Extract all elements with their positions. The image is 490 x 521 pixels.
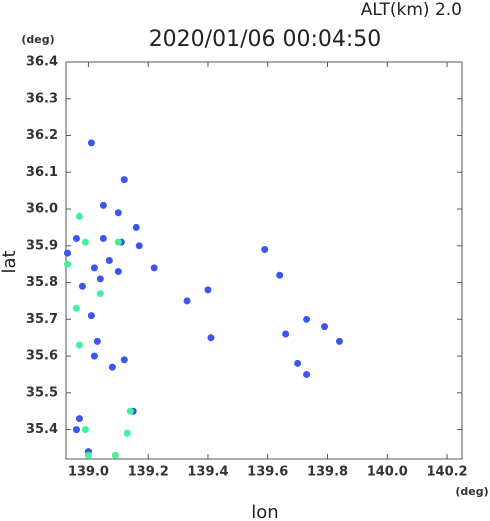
x-tick-label: 139.6 xyxy=(247,465,288,480)
echo-point xyxy=(84,451,92,459)
x-unit: (deg) xyxy=(455,485,488,498)
echo-point xyxy=(81,426,89,434)
echo-point xyxy=(96,290,104,298)
y-tick-label: 35.8 xyxy=(26,275,58,290)
echo-point xyxy=(90,352,98,360)
echo-point xyxy=(105,257,113,264)
echo-point xyxy=(207,334,215,342)
echo-point xyxy=(72,304,80,312)
y-unit: (deg) xyxy=(21,33,54,46)
echo-point xyxy=(87,312,95,320)
y-tick-label: 35.7 xyxy=(26,312,58,327)
echo-point xyxy=(75,341,83,349)
y-label: lat xyxy=(0,250,20,273)
x-tick-label: 140.2 xyxy=(426,465,467,480)
echo-point xyxy=(72,426,80,434)
y-tick-label: 35.4 xyxy=(26,422,58,437)
echo-point xyxy=(63,260,71,268)
echo-point xyxy=(93,337,101,345)
echo-point xyxy=(321,323,329,331)
echo-point xyxy=(183,297,191,305)
echo-point xyxy=(126,407,134,415)
y-tick-label: 36.3 xyxy=(26,91,58,106)
x-tick-label: 139.4 xyxy=(187,465,228,480)
echo-point xyxy=(120,356,128,364)
x-label: lon xyxy=(251,502,278,521)
echo-point xyxy=(303,315,311,323)
echo-point xyxy=(204,286,212,294)
echo-point xyxy=(108,363,116,371)
echo-point xyxy=(78,282,86,290)
y-tick-label: 35.9 xyxy=(26,238,58,253)
echo-point xyxy=(276,271,284,279)
echo-point xyxy=(75,212,83,220)
echo-point xyxy=(335,337,343,345)
echo-point xyxy=(81,238,89,246)
echo-point xyxy=(120,176,128,184)
y-tick-label: 35.6 xyxy=(26,349,58,364)
echo-point xyxy=(294,359,302,367)
plot-frame xyxy=(65,61,463,460)
echo-point xyxy=(132,223,140,231)
echo-point xyxy=(96,275,104,283)
y-tick-label: 36.2 xyxy=(26,128,58,143)
echo-point xyxy=(114,209,122,217)
echo-point xyxy=(114,268,122,276)
subtitle: ALT(km) 2.0 xyxy=(361,0,462,20)
echo-point xyxy=(99,234,107,242)
echo-point xyxy=(111,451,119,459)
x-tick-label: 139.8 xyxy=(307,465,348,480)
x-tick-label: 139.0 xyxy=(68,465,109,480)
echo-point xyxy=(75,415,83,423)
y-tick-label: 36.0 xyxy=(26,202,58,217)
echo-point xyxy=(282,330,290,338)
y-tick-label: 36.1 xyxy=(26,165,58,180)
echo-point xyxy=(99,201,107,209)
chart-title: 2020/01/06 00:04:50 xyxy=(149,27,382,52)
echo-point xyxy=(72,234,80,242)
echo-point xyxy=(123,429,131,437)
y-tick-label: 35.5 xyxy=(26,385,58,400)
echo-point xyxy=(90,264,98,272)
echo-point xyxy=(303,370,311,378)
y-tick-label: 36.4 xyxy=(26,55,58,70)
echo-point xyxy=(114,238,122,246)
x-tick-label: 139.2 xyxy=(128,465,169,480)
echo-point xyxy=(63,249,71,257)
echo-point xyxy=(261,245,269,253)
echo-point xyxy=(135,242,143,250)
echo-point xyxy=(150,264,158,272)
x-tick-label: 140.0 xyxy=(367,465,408,480)
echo-point xyxy=(87,139,95,147)
